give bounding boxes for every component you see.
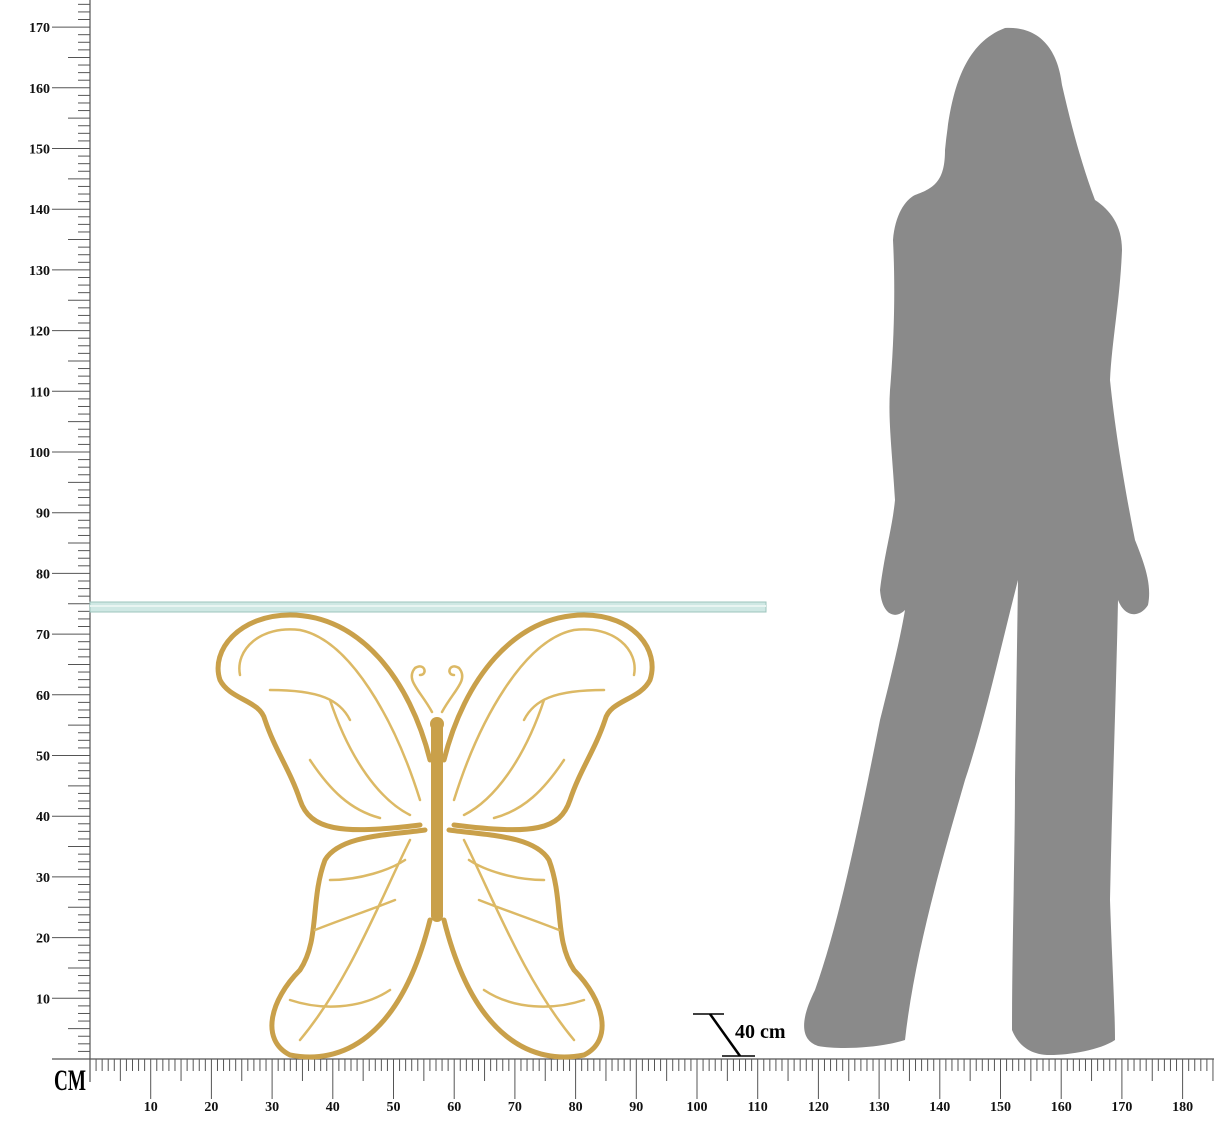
wing-upper-left-veins	[238, 628, 422, 820]
depth-marker-diagonal	[708, 1013, 742, 1057]
x-tick-label: 70	[508, 1100, 522, 1115]
x-tick-label: 20	[204, 1100, 218, 1115]
wing-lower-right	[441, 827, 605, 1060]
x-tick-label: 150	[990, 1100, 1011, 1115]
wing-lower-right-veins	[462, 838, 586, 1042]
axes: 10 20 30 40 50 60 70 80 90 100 110 120 130 140 150 160 1…	[29, 0, 1214, 1115]
y-tick-label: 30	[36, 871, 50, 886]
x-tick-label: 120	[808, 1100, 829, 1115]
y-tick-label: 110	[30, 385, 50, 400]
x-tick-label: 30	[265, 1100, 279, 1115]
antenna-left	[410, 665, 434, 714]
depth-label: 40 cm	[735, 1021, 786, 1043]
wing-lower-left	[269, 827, 433, 1060]
x-tick-label: 170	[1111, 1100, 1132, 1115]
depth-annotation: 40 cm	[693, 1013, 786, 1057]
x-tick-label: 180	[1172, 1100, 1193, 1115]
wing-upper-right	[441, 612, 655, 833]
y-tick-label: 140	[29, 203, 50, 218]
y-tick-label: 80	[36, 567, 50, 582]
antenna-right	[440, 665, 464, 714]
wing-upper-left	[215, 612, 433, 833]
x-tick-label: 90	[629, 1100, 643, 1115]
x-tick-label: 50	[387, 1100, 401, 1115]
wing-upper-right-veins	[452, 628, 636, 820]
x-tick-label: 140	[929, 1100, 950, 1115]
y-tick-label: 50	[36, 750, 50, 765]
butterfly-base	[215, 612, 655, 1060]
y-tick-label: 70	[36, 628, 50, 643]
y-tick-label: 20	[36, 932, 50, 947]
x-tick-label: 160	[1051, 1100, 1072, 1115]
x-tick-label: 60	[447, 1100, 461, 1115]
x-tick-label: 100	[687, 1100, 708, 1115]
x-tick-label: 40	[326, 1100, 340, 1115]
wing-lower-left-veins	[288, 838, 412, 1042]
x-ticks: 10 20 30 40 50 60 70 80 90 100 110 120 130 140 150 160 1…	[95, 1059, 1214, 1115]
y-tick-label: 100	[29, 446, 50, 461]
y-tick-label: 10	[36, 992, 50, 1007]
y-tick-label: 40	[36, 810, 50, 825]
y-tick-label: 160	[29, 82, 50, 97]
y-ticks: 10 20 30 40 50 60 70 80 90 100 110 120 130 140 150 160 1…	[29, 3, 90, 1052]
x-tick-label: 10	[144, 1100, 158, 1115]
y-tick-label: 130	[29, 264, 50, 279]
x-tick-label: 80	[569, 1100, 583, 1115]
y-tick-label: 60	[36, 689, 50, 704]
human-silhouette	[804, 27, 1150, 1055]
butterfly-body	[431, 722, 443, 922]
y-tick-label: 90	[36, 507, 50, 522]
butterfly-head	[430, 717, 444, 731]
y-tick-label: 120	[29, 325, 50, 340]
y-tick-label: 170	[29, 21, 50, 36]
x-tick-label: 110	[748, 1100, 768, 1115]
y-tick-label: 150	[29, 143, 50, 158]
unit-label: CM	[54, 1064, 86, 1097]
x-tick-label: 130	[869, 1100, 890, 1115]
